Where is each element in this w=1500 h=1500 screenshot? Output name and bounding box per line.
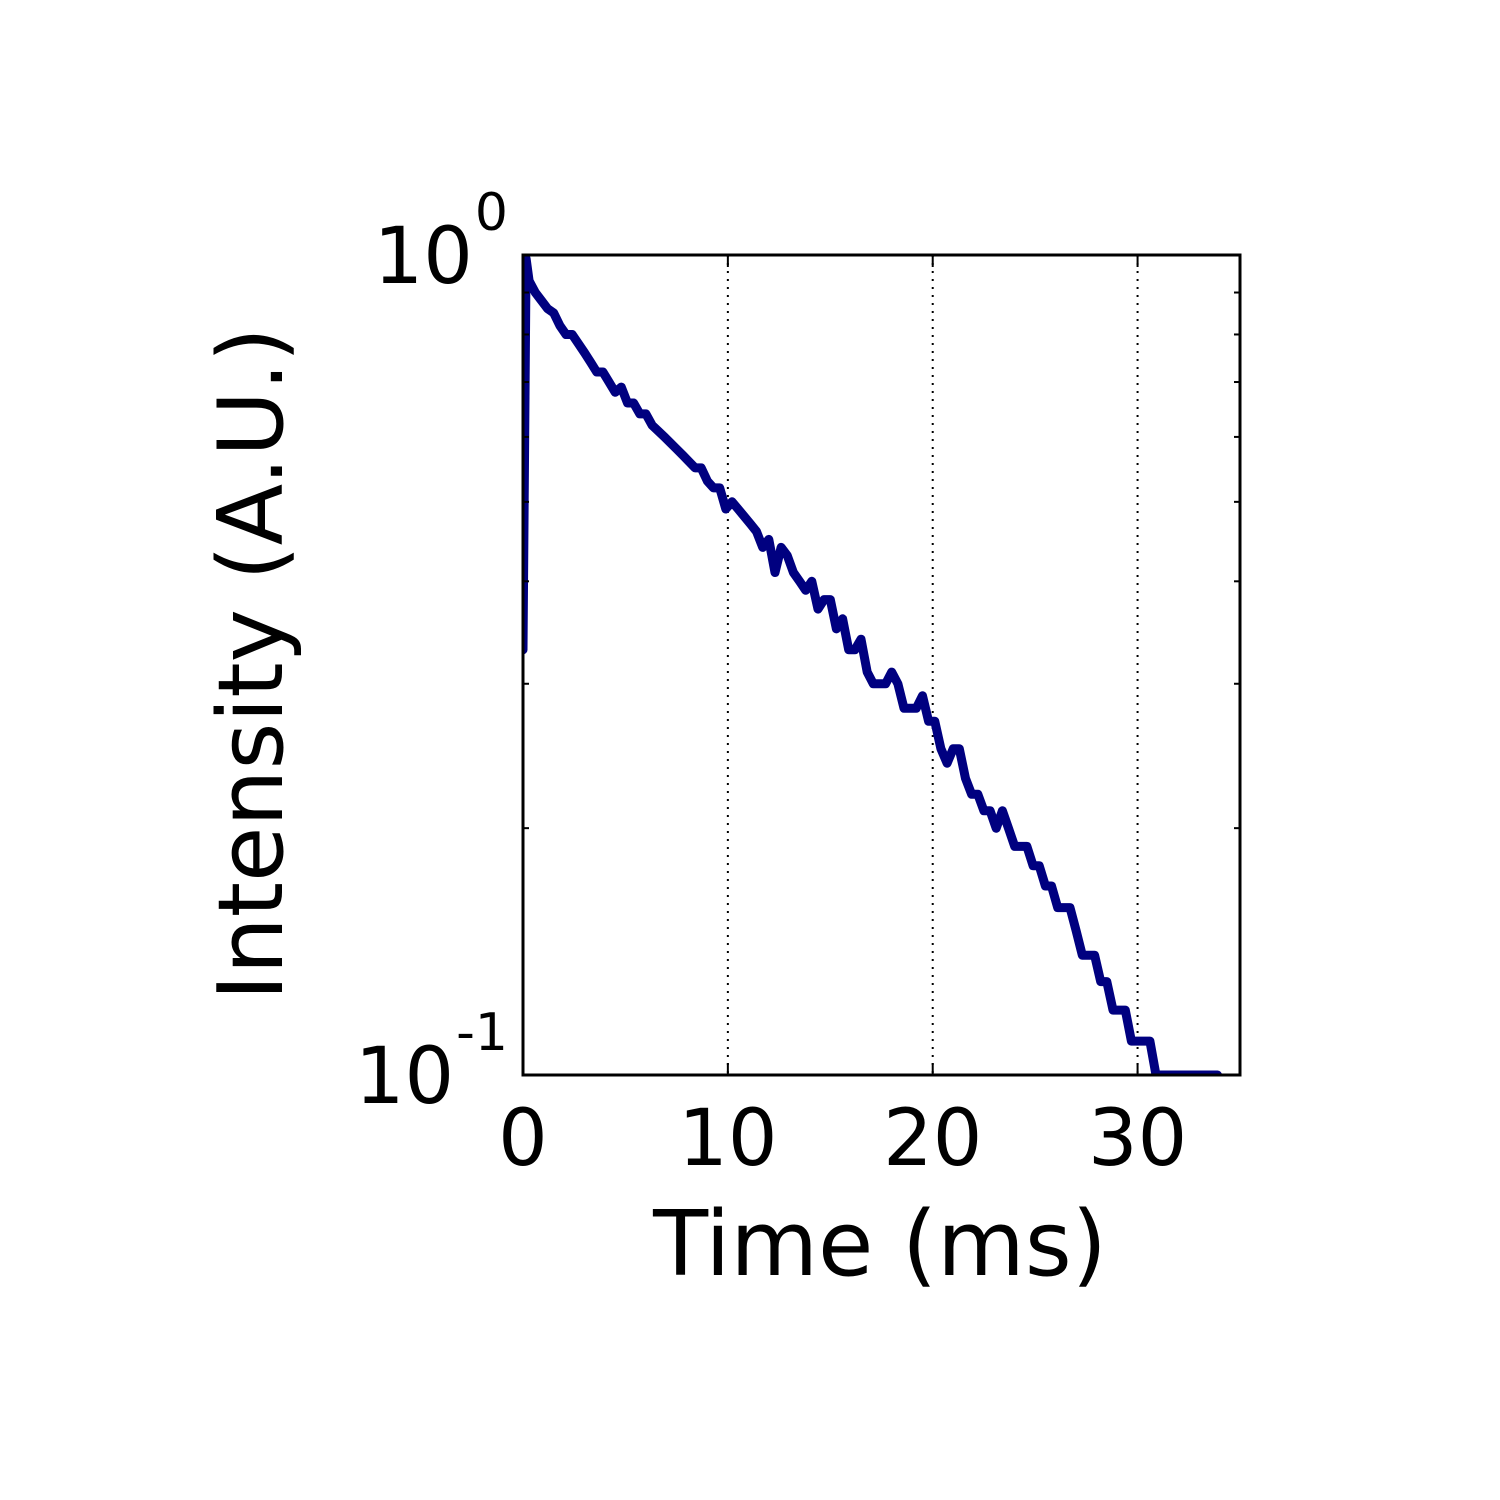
y-tick-exponent: -1 [456, 1003, 508, 1063]
grid-lines [726, 255, 1139, 1075]
x-tick-label: 20 [883, 1094, 982, 1184]
x-tick-label: 10 [678, 1094, 777, 1184]
tick-marks [522, 255, 1240, 1075]
axes-frame [521, 253, 1242, 1077]
x-tick-labels: 0 10 20 30 [498, 1094, 1187, 1184]
x-tick-label: 30 [1088, 1094, 1187, 1184]
x-axis-label: Time (ms) [652, 1192, 1107, 1297]
y-tick-exponent: 0 [475, 183, 508, 243]
y-tick-label: 010 [374, 183, 508, 302]
y-tick-base: 10 [374, 212, 473, 302]
x-tick-label: 0 [498, 1094, 548, 1184]
y-tick-labels: 010-110 [355, 183, 508, 1122]
series-line [523, 255, 1222, 1075]
y-axis-label: Intensity (A.U.) [199, 327, 304, 1001]
y-tick-base: 10 [355, 1032, 454, 1122]
plot-area [523, 255, 1222, 1075]
y-tick-label: -110 [355, 1003, 508, 1122]
